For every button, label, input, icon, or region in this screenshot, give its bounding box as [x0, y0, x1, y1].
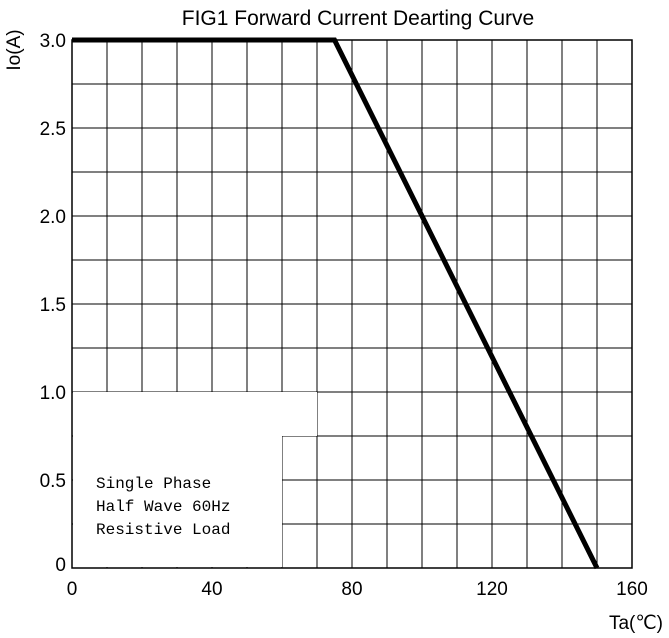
y-tick-label: 2.5 — [40, 119, 66, 140]
annotation-line: Half Wave 60Hz — [96, 498, 230, 516]
annotation-panel — [73, 392, 317, 567]
tick-labels: 0 40 80 120 160 0 0.5 1.0 1.5 2.0 2.5 3.0 — [40, 31, 648, 600]
chart-title: FIG1 Forward Current Dearting Curve — [182, 7, 534, 30]
x-tick-label: 120 — [476, 579, 508, 600]
plot-frame — [71, 39, 633, 569]
y-axis-label: Io(A) — [4, 29, 25, 70]
y-tick-label: 2.0 — [40, 207, 66, 228]
y-tick-label: 1.5 — [40, 295, 66, 316]
x-tick-label: 0 — [67, 579, 78, 600]
y-tick-label: 1.0 — [40, 383, 66, 404]
annotation-text: Single Phase Half Wave 60Hz Resistive Load — [96, 475, 230, 539]
x-tick-label: 160 — [616, 579, 648, 600]
x-tick-label: 40 — [201, 579, 222, 600]
x-axis-label: Ta(℃) — [609, 613, 663, 634]
derating-line — [72, 37, 600, 570]
y-tick-label: 3.0 — [40, 31, 66, 52]
y-tick-label: 0 — [55, 555, 66, 576]
x-tick-label: 80 — [341, 579, 362, 600]
grid — [71, 39, 633, 569]
y-tick-label: 0.5 — [40, 471, 66, 492]
annotation-line: Resistive Load — [96, 521, 230, 539]
annotation-line: Single Phase — [96, 475, 211, 493]
annotation-box — [73, 392, 317, 567]
series — [72, 37, 600, 570]
